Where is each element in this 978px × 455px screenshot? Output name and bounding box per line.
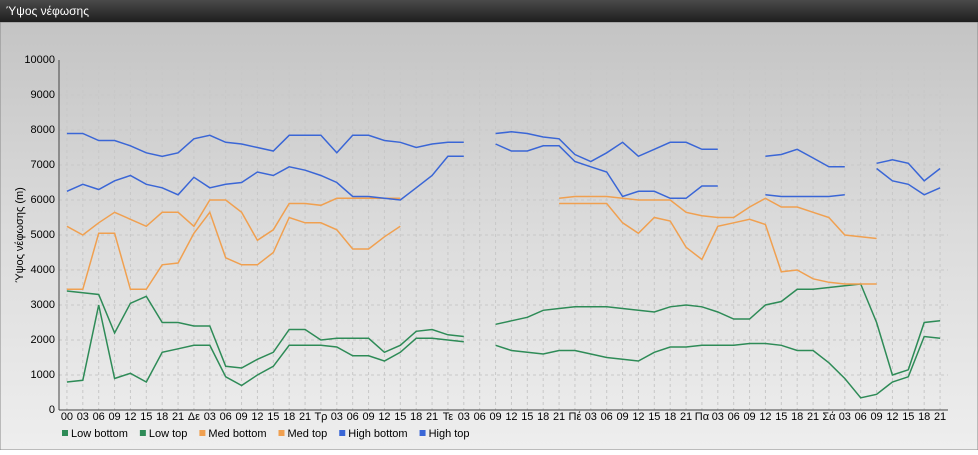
legend-swatch [199,430,206,436]
x-tick-label: 18 [283,411,295,423]
x-tick-label: 09 [362,411,374,423]
x-tick-label: 12 [505,411,517,423]
x-tick-label: Τε [443,411,454,423]
x-tick-label: 06 [728,411,740,423]
y-tick-label: 0 [49,404,55,416]
x-tick-label: 03 [204,411,216,423]
x-tick-label: 06 [347,411,359,423]
series-line [66,195,877,242]
x-tick-label: 15 [648,411,660,423]
x-tick-label: 06 [220,411,232,423]
x-tick-label: 09 [743,411,755,423]
legend-label: Med top [288,428,328,440]
x-tick-label: Πέ [569,411,582,423]
x-tick-label: 06 [93,411,105,423]
x-tick-label: 03 [839,411,851,423]
y-axis-label: Ύψος νέφωσης (m) [14,187,26,283]
x-tick-label: 18 [664,411,676,423]
x-tick-label: 06 [601,411,613,423]
x-tick-label: 18 [537,411,549,423]
panel-title: Ύψος νέφωσης [6,4,89,18]
x-tick-label: 09 [489,411,501,423]
x-tick-label: Πα [695,411,710,423]
x-tick-label: 15 [775,411,787,423]
x-tick-label: 12 [251,411,263,423]
series-line [66,283,941,376]
y-tick-label: 3000 [31,299,55,311]
x-tick-label: 21 [807,411,819,423]
x-tick-label: 21 [553,411,565,423]
x-tick-label: 09 [870,411,882,423]
x-tick-label: 18 [791,411,803,423]
y-tick-label: 8000 [31,124,55,136]
legend-label: Low bottom [71,428,128,440]
x-tick-label: 15 [902,411,914,423]
y-tick-label: 7000 [31,159,55,171]
legend-swatch [278,430,285,436]
y-tick-label: 2000 [31,334,55,346]
x-tick-label: 18 [410,411,422,423]
series-line [66,202,877,291]
x-tick-label: 15 [140,411,152,423]
x-tick-label: 18 [918,411,930,423]
panel [0,21,978,451]
x-tick-label: 06 [855,411,867,423]
legend-swatch [339,430,346,436]
x-tick-label: 15 [267,411,279,423]
series-line [66,131,941,182]
y-tick-label: 9000 [31,89,55,101]
x-tick-label: 12 [759,411,771,423]
title-bar [0,0,978,22]
x-tick-label: 12 [124,411,136,423]
x-tick-label: Δε [188,411,200,423]
y-tick-label: 4000 [31,264,55,276]
x-tick-label: 06 [474,411,486,423]
legend-swatch [139,430,146,436]
legend-swatch [419,430,426,436]
legend-label: Low top [149,428,188,440]
series-line [66,304,941,399]
x-tick-label: 12 [378,411,390,423]
x-tick-label: 03 [585,411,597,423]
legend-label: High top [429,428,470,440]
legend-label: Med bottom [208,428,266,440]
x-tick-label: 03 [458,411,470,423]
x-tick-label: 15 [394,411,406,423]
x-tick-label: 21 [426,411,438,423]
x-tick-label: Σά [822,411,836,423]
x-tick-label: 21 [172,411,184,423]
x-tick-label: 09 [235,411,247,423]
y-tick-label: 6000 [31,194,55,206]
x-tick-label: 00 [61,411,73,423]
x-tick-label: Τρ [314,411,327,423]
x-tick-label: 12 [886,411,898,423]
x-tick-label: 09 [108,411,120,423]
x-tick-label: 21 [934,411,946,423]
legend-swatch [62,430,68,436]
series-line [66,143,941,201]
x-tick-label: 18 [156,411,168,423]
x-tick-label: 21 [299,411,311,423]
y-tick-label: 5000 [31,229,55,241]
x-tick-label: 03 [331,411,343,423]
x-tick-label: 21 [680,411,692,423]
x-tick-label: 03 [77,411,89,423]
x-tick-label: 15 [521,411,533,423]
legend-label: High bottom [348,428,407,440]
x-tick-label: 09 [616,411,628,423]
y-tick-label: 1000 [31,369,55,381]
x-tick-label: 03 [712,411,724,423]
y-tick-label: 10000 [24,54,55,66]
x-tick-label: 12 [632,411,644,423]
